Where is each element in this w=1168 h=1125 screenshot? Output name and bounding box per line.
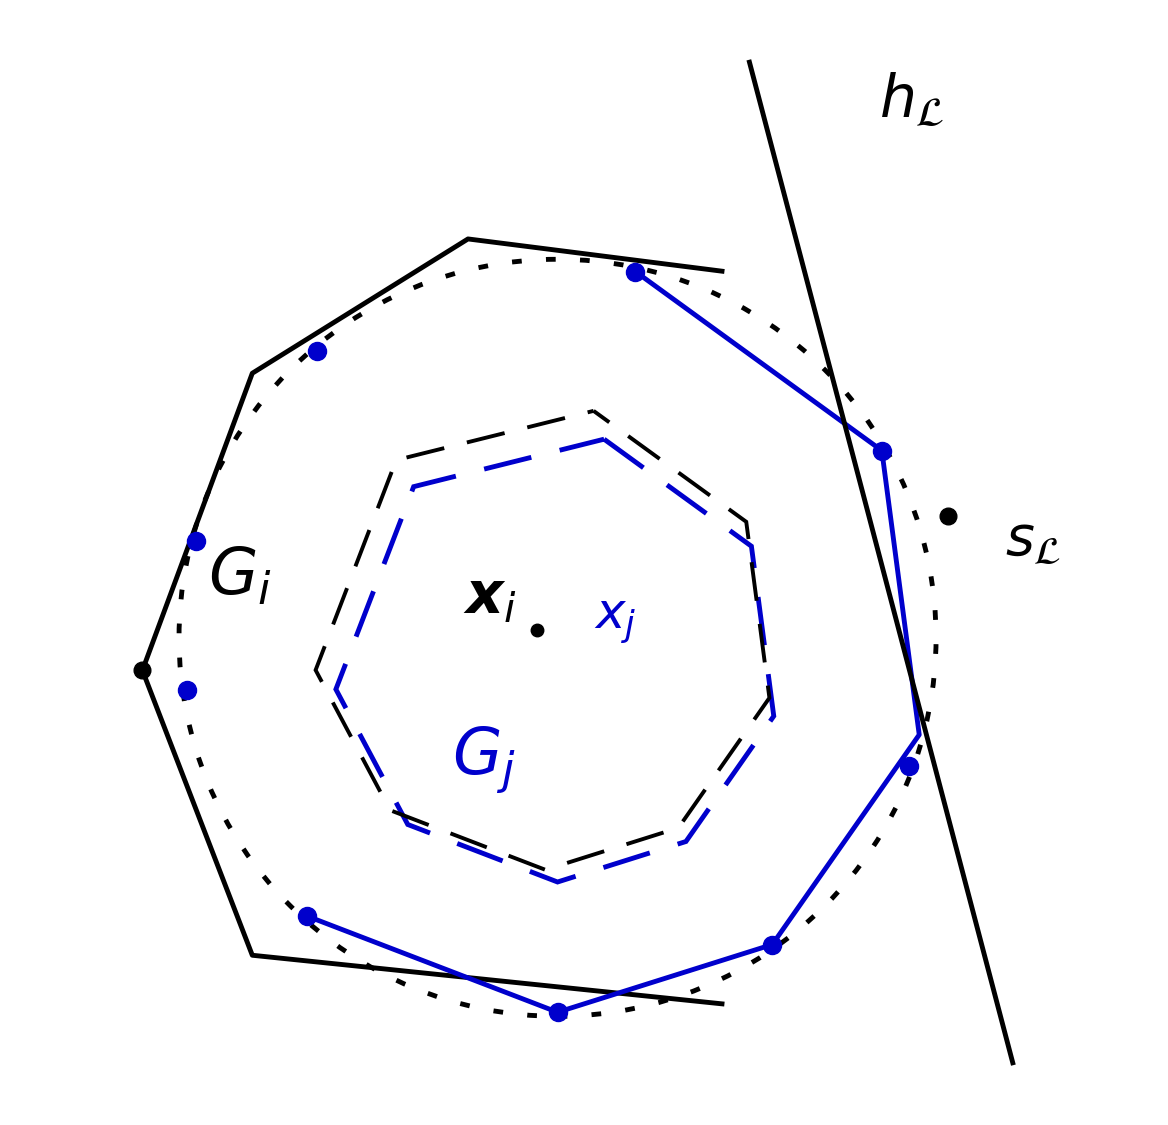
Text: $x_j$: $x_j$: [595, 596, 637, 646]
Text: $s_{\mathcal{L}}$: $s_{\mathcal{L}}$: [1006, 513, 1062, 567]
Text: $G_j$: $G_j$: [452, 724, 516, 795]
Text: $\boldsymbol{x}_i$: $\boldsymbol{x}_i$: [463, 569, 517, 626]
Text: $G_i$: $G_i$: [208, 546, 272, 608]
Text: $h_{\mathcal{L}}$: $h_{\mathcal{L}}$: [878, 71, 945, 129]
